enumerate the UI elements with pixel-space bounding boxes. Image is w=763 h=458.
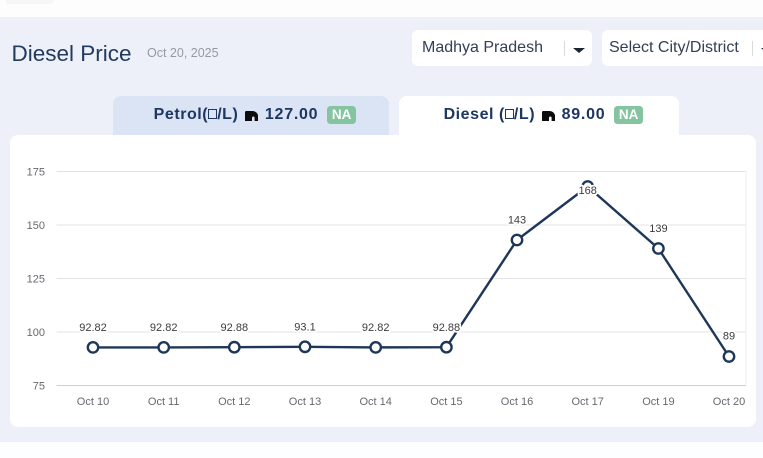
svg-text:75: 75 xyxy=(33,380,45,392)
svg-text:92.82: 92.82 xyxy=(362,322,390,334)
svg-text:Oct 10: Oct 10 xyxy=(77,396,109,408)
svg-text:93.1: 93.1 xyxy=(294,321,315,333)
svg-text:92.82: 92.82 xyxy=(150,322,178,334)
svg-text:125: 125 xyxy=(27,273,45,285)
svg-text:143: 143 xyxy=(508,214,526,226)
svg-text:139: 139 xyxy=(649,222,667,234)
svg-text:Oct 16: Oct 16 xyxy=(501,396,533,408)
svg-text:Oct 17: Oct 17 xyxy=(571,396,603,408)
svg-text:92.82: 92.82 xyxy=(79,322,107,334)
svg-text:Oct 14: Oct 14 xyxy=(359,396,391,408)
svg-text:92.88: 92.88 xyxy=(433,321,461,333)
svg-text:Oct 13: Oct 13 xyxy=(289,396,321,408)
svg-text:Oct 19: Oct 19 xyxy=(642,396,674,408)
svg-text:92.88: 92.88 xyxy=(221,321,249,333)
svg-text:Oct 15: Oct 15 xyxy=(430,396,462,408)
svg-text:Oct 11: Oct 11 xyxy=(148,396,180,408)
svg-text:100: 100 xyxy=(27,327,45,339)
svg-text:Oct 12: Oct 12 xyxy=(218,396,250,408)
svg-text:168: 168 xyxy=(579,185,597,197)
svg-text:175: 175 xyxy=(27,166,45,178)
svg-text:Oct 20: Oct 20 xyxy=(713,396,745,408)
svg-text:150: 150 xyxy=(27,220,45,232)
svg-text:89: 89 xyxy=(723,330,735,342)
